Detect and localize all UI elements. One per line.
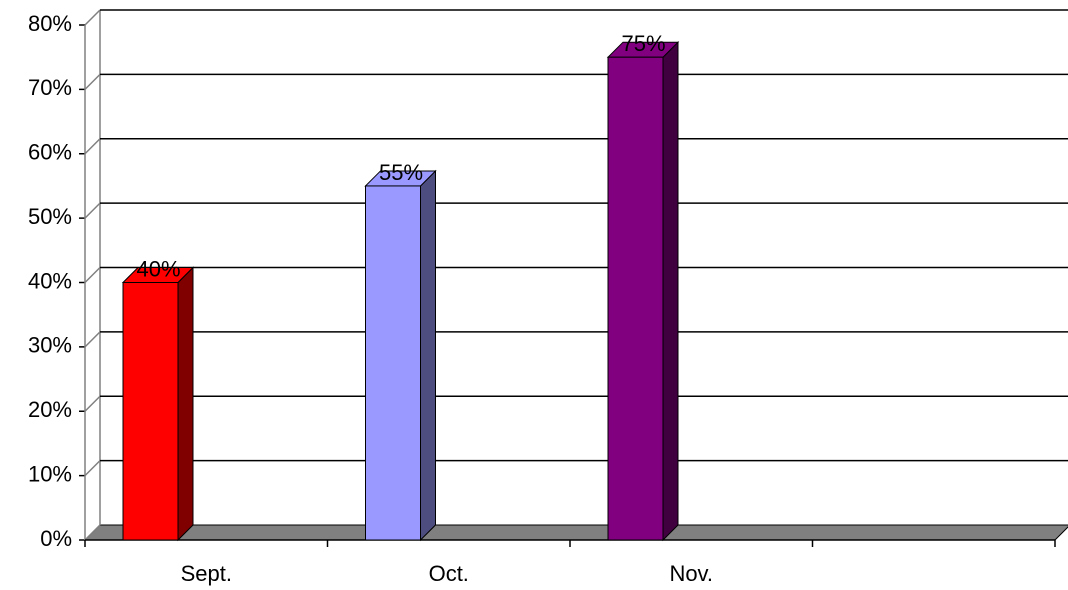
wall-diagonal	[84, 524, 101, 541]
data-label: 75%	[621, 31, 665, 56]
wall-diagonal	[84, 460, 101, 477]
wall-diagonal	[84, 9, 101, 26]
y-tick-label: 20%	[28, 397, 72, 422]
y-tick-label: 50%	[28, 204, 72, 229]
wall-diagonal	[84, 73, 101, 90]
bar	[365, 185, 421, 541]
y-tick-label: 0%	[40, 526, 72, 551]
bar-side	[662, 40, 679, 542]
y-tick-label: 80%	[28, 11, 72, 36]
y-tick-label: 40%	[28, 268, 72, 293]
x-tick-label: Sept.	[181, 561, 232, 586]
bar	[607, 56, 664, 541]
y-tick-label: 60%	[28, 140, 72, 165]
wall-diagonal	[84, 266, 101, 284]
bar-side	[177, 266, 194, 542]
y-tick-label: 30%	[28, 333, 72, 358]
wall-diagonal	[84, 138, 101, 155]
data-label: 40%	[136, 256, 180, 281]
x-tick-label: Nov.	[669, 561, 713, 586]
y-tick-label: 70%	[28, 75, 72, 100]
floor	[83, 524, 1068, 541]
wall-diagonal	[84, 202, 101, 219]
x-tick-label: Oct.	[429, 561, 469, 586]
data-label: 55%	[379, 160, 423, 185]
bar	[122, 282, 179, 541]
wall-diagonal	[84, 331, 101, 348]
bar-side	[420, 169, 436, 542]
wall-diagonal	[84, 395, 101, 412]
y-tick-label: 10%	[28, 461, 72, 486]
